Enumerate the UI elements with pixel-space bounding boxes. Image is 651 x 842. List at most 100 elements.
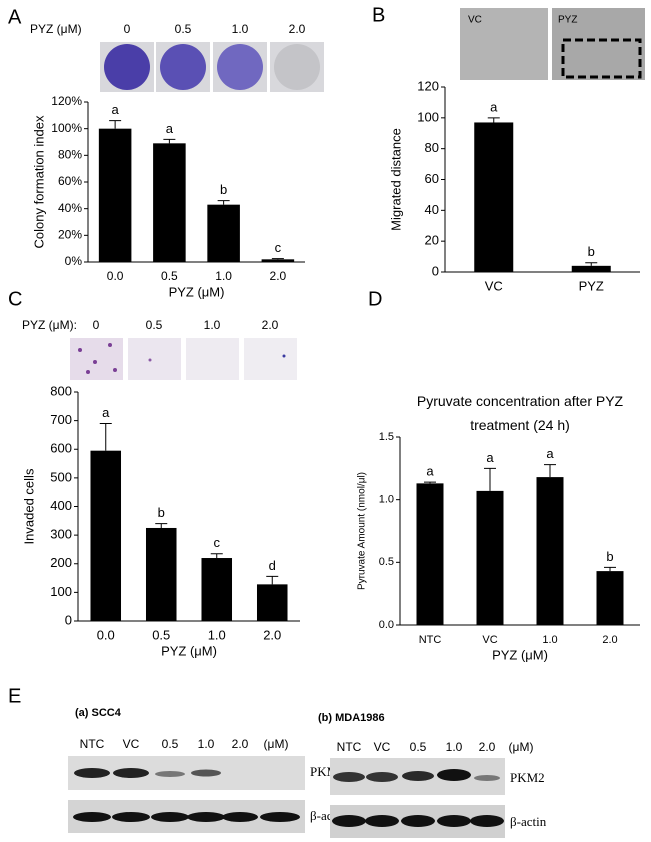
bar [416,483,444,625]
y-tick-label: 100 [417,109,439,124]
image-label: PYZ [558,15,577,26]
significance-label: a [426,464,434,479]
x-tick-label: 2.0 [263,627,281,642]
x-tick-label: 0.5 [161,269,178,283]
dose-label: 0.5 [175,22,192,36]
x-axis-label: PYZ (μM) [492,647,548,662]
significance-label: a [102,405,110,420]
y-tick-label: 1.5 [379,431,394,443]
lane-label: (μM) [264,737,289,751]
y-tick-label: 120% [51,94,82,108]
western-blot [330,758,505,838]
error-bar [109,120,122,129]
y-tick-label: 0 [65,612,72,627]
bar [90,450,122,621]
x-tick-label: NTC [419,634,442,646]
lane-label: (μM) [509,740,534,754]
bar [571,265,611,272]
lane-label: 0.5 [410,740,427,754]
y-axis-label: Pyruvate Amount (nmol/μl) [357,472,368,590]
y-tick-label: 60 [425,171,439,186]
error-bar [424,481,436,484]
panel-label: A [8,6,22,28]
lane-label: NTC [80,737,105,751]
colony-dishes [100,42,324,92]
y-tick-label: 80% [58,148,82,162]
x-tick-label: VC [485,278,503,293]
image-label: VC [468,15,482,26]
significance-label: a [546,446,554,461]
bar [261,259,295,262]
lane-label: VC [123,737,140,751]
significance-label: a [112,102,120,117]
lane-label: 2.0 [479,740,496,754]
x-tick-label: 0.0 [107,269,124,283]
error-bar [99,422,112,451]
error-bar [217,200,230,205]
bar [98,128,132,262]
error-bar [487,117,500,123]
panel-label: E [8,685,21,707]
y-tick-label: 100 [50,584,72,599]
y-tick-label: 700 [50,412,72,427]
panel-label: B [372,4,385,26]
error-bar [155,523,168,528]
bar [474,122,514,272]
x-tick-label: 0.0 [97,627,115,642]
lane-label: 2.0 [232,737,249,751]
panel-label: C [8,288,22,310]
x-tick-label: 2.0 [602,634,617,646]
x-tick-label: 1.0 [215,269,232,283]
dose-label: 2.0 [262,318,279,332]
x-tick-label: 2.0 [270,269,287,283]
bar [536,477,564,625]
y-tick-label: 400 [50,498,72,513]
y-tick-label: 100% [51,121,82,135]
x-tick-label: 1.0 [208,627,226,642]
significance-label: c [275,240,282,255]
y-tick-label: 60% [58,174,82,188]
bar [476,490,504,625]
panel-label: D [368,288,382,310]
x-axis-label: PYZ (μM) [161,643,217,658]
y-tick-label: 500 [50,469,72,484]
error-bar [210,553,223,559]
significance-label: d [269,558,276,573]
lane-label: 1.0 [198,737,215,751]
error-bar [484,467,496,491]
y-tick-label: 0 [432,263,439,278]
invasion-images [70,338,297,380]
significance-label: a [166,121,174,136]
y-axis-label: Migrated distance [388,128,403,231]
error-bar [163,138,176,144]
y-tick-label: 0% [65,254,83,268]
x-axis-label: PYZ (μM) [169,284,225,299]
significance-label: b [588,244,595,259]
x-tick-label: 0.5 [152,627,170,642]
significance-label: a [490,99,498,114]
dose-label: 0.5 [146,318,163,332]
bar [145,527,177,621]
bar [596,571,624,625]
significance-label: b [606,549,613,564]
error-bar [266,575,279,585]
dose-label: 2.0 [289,22,306,36]
dose-label: 1.0 [204,318,221,332]
bar [201,558,233,621]
blot-title: (b) MDA1986 [318,712,385,724]
y-tick-label: 0.0 [379,619,394,631]
significance-label: a [486,450,494,465]
error-bar [604,566,616,572]
bar [256,584,288,621]
dose-label: 0 [93,318,100,332]
protein-label: β-actin [510,814,547,829]
error-bar [585,262,598,266]
lane-label: 0.5 [162,737,179,751]
lane-label: 1.0 [446,740,463,754]
y-tick-label: 600 [50,441,72,456]
y-tick-label: 200 [50,555,72,570]
chart-title: Pyruvate concentration after PYZ treatme… [416,393,624,433]
significance-label: b [220,182,227,197]
